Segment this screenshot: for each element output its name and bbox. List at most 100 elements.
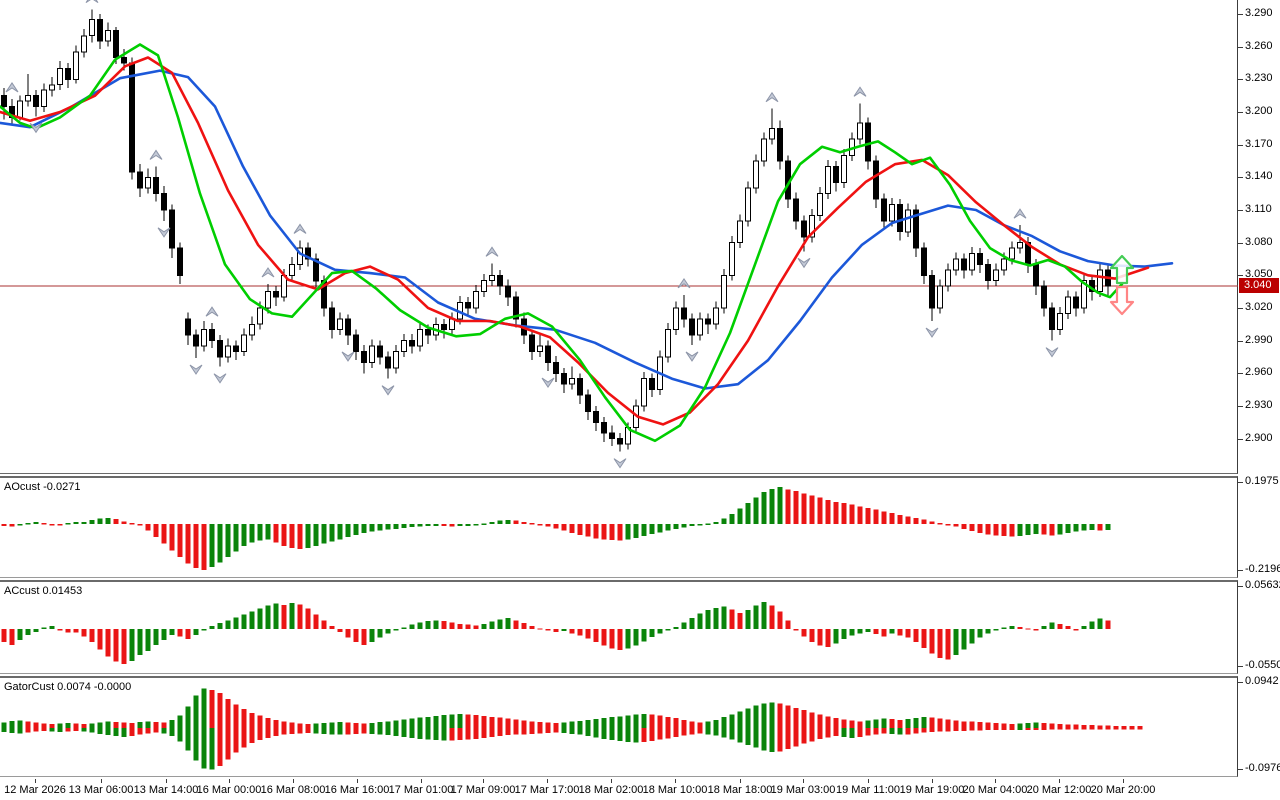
gator-lower-bar [441, 728, 447, 741]
candle-body-bull [769, 127, 775, 140]
gator-upper-bar [457, 714, 463, 728]
gator-upper-bar [465, 714, 471, 728]
gator-upper-bar [641, 714, 647, 728]
gator-lower-bar [345, 728, 351, 735]
candle [1097, 263, 1103, 298]
main-chart-panel[interactable] [0, 0, 1238, 474]
gator-upper-bar [1105, 725, 1111, 728]
ac-indicator-panel[interactable]: ACcust 0.01453 [0, 580, 1238, 674]
ao-histogram-bar [321, 524, 327, 544]
ao-histogram-bar [809, 495, 815, 524]
gator-upper-bar [569, 721, 575, 728]
candle-body-bear [65, 67, 71, 80]
ao-histogram-bar [1049, 524, 1055, 536]
gator-lower-bar [569, 728, 575, 734]
ac-histogram-bar [913, 629, 919, 643]
ac-histogram-bar [33, 629, 39, 632]
ac-histogram-bar [625, 629, 631, 649]
ac-histogram-bar [977, 629, 983, 638]
gator-lower-bar [193, 728, 199, 761]
ac-histogram-bar [1065, 626, 1071, 629]
candle-body-bull [753, 160, 759, 189]
ac-histogram-bar [865, 629, 871, 632]
ac-histogram-bar [337, 629, 343, 632]
ac-histogram-bar [1033, 629, 1039, 631]
ac-histogram-bar [249, 611, 255, 629]
candle [1017, 225, 1023, 254]
gator-lower-bar [465, 728, 471, 740]
gator-lower-bar [545, 728, 551, 733]
gator-lower-bar [1, 728, 7, 732]
gator-lower-bar [929, 728, 935, 732]
ac-histogram-bar [17, 629, 23, 640]
gator-lower-bar [937, 728, 943, 732]
ac-histogram-bar [649, 629, 655, 637]
candle [649, 373, 655, 398]
candle [329, 301, 335, 339]
ao-histogram-bar [617, 524, 623, 541]
gator-upper-bar [817, 714, 823, 728]
gator-upper-bar [1, 722, 7, 728]
gator-histogram-chart[interactable] [0, 678, 1238, 776]
candle-body-bull [1057, 312, 1063, 331]
candle [337, 312, 343, 336]
ao-histogram-bar [785, 489, 791, 524]
candle [553, 355, 559, 382]
gator-upper-bar [1073, 724, 1079, 728]
ao-histogram-bar [537, 524, 543, 526]
candle [153, 166, 159, 202]
gator-upper-bar [145, 721, 151, 728]
gator-upper-bar [1017, 723, 1023, 728]
gator-upper-bar [921, 717, 927, 728]
price-axis[interactable]: 3.040 3.290 3.260 3.230 3.200 3.170 3.140 3.11… [1238, 0, 1280, 778]
ac-histogram-chart[interactable] [0, 582, 1238, 673]
gator-upper-bar [57, 723, 63, 728]
ac-histogram-bar [1105, 620, 1111, 629]
ao-histogram-bar [97, 518, 103, 524]
gator-lower-bar [1089, 728, 1095, 730]
ac-histogram-bar [1097, 618, 1103, 629]
ao-histogram-chart[interactable] [0, 478, 1238, 577]
fractal-down-icon [213, 373, 227, 384]
ac-histogram-bar [681, 622, 687, 629]
gator-upper-bar [33, 722, 39, 728]
candle [1081, 274, 1087, 314]
fractal-down-icon [797, 257, 811, 269]
candle-body-bull [761, 138, 767, 162]
gator-lower-bar [41, 728, 47, 732]
time-tick-label: 18 Mar 18:00 [707, 784, 773, 796]
gator-upper-bar [73, 723, 79, 728]
ao-histogram-bar [601, 524, 607, 540]
ac-histogram-bar [641, 629, 647, 642]
gator-upper-bar [873, 719, 879, 728]
candle-body-bull [17, 100, 23, 118]
ao-histogram-bar [1017, 524, 1023, 536]
gator-lower-bar [145, 728, 151, 734]
gator-lower-bar [841, 728, 847, 737]
gator-lower-bar [737, 728, 743, 743]
gator-lower-bar [753, 728, 759, 748]
candle [201, 321, 207, 352]
gator-indicator-label: GatorCust 0.0074 -0.0000 [4, 681, 132, 693]
candle-body-bear [921, 247, 927, 276]
time-axis-tick [547, 779, 548, 783]
candle-body-bear [977, 253, 983, 265]
candle-body-bear [897, 204, 903, 233]
gator-upper-bar [745, 708, 751, 728]
ao-histogram-bar [169, 524, 175, 551]
candle-body-bear [305, 247, 311, 260]
ac-histogram-bar [241, 614, 247, 629]
time-tick-label: 17 Mar 01:00 [388, 784, 454, 796]
main-chart[interactable] [0, 0, 1238, 474]
ao-histogram-bar [201, 524, 207, 571]
time-axis[interactable]: 12 Mar 2026 13 Mar 06:00 13 Mar 14:00 16 Ma… [0, 779, 1280, 800]
gator-lower-bar [257, 728, 263, 741]
ao-histogram-bar [625, 524, 631, 540]
time-axis-tick [421, 779, 422, 783]
ao-indicator-panel[interactable]: AOcust -0.0271 [0, 476, 1238, 578]
gator-upper-bar [1009, 724, 1015, 728]
gator-indicator-panel[interactable]: GatorCust 0.0074 -0.0000 [0, 676, 1238, 777]
ac-histogram-bar [433, 620, 439, 629]
candle-body-bull [41, 89, 47, 107]
gator-lower-bar [49, 728, 55, 732]
